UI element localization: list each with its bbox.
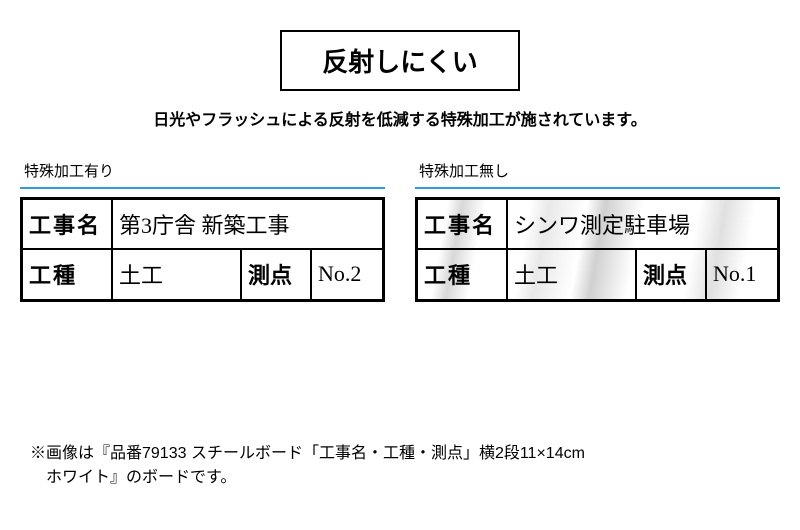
board-right: 工事名 シンワ測定駐車場 工種 土工 測点 No.1 bbox=[415, 197, 780, 302]
table-row: 工事名 第3庁舎 新築工事 bbox=[23, 200, 382, 250]
cell-value: 土工 bbox=[508, 250, 637, 300]
title-box: 反射しにくい bbox=[280, 30, 519, 91]
cell-label: 工種 bbox=[418, 250, 508, 300]
cell-label: 工事名 bbox=[23, 200, 113, 248]
cell-label: 測点 bbox=[242, 250, 312, 300]
comparison-row: 特殊加工有り 工事名 第3庁舎 新築工事 工種 土工 測点 No.2 特殊加工無… bbox=[0, 160, 800, 302]
cell-label: 工種 bbox=[23, 250, 113, 300]
cell-value: No.1 bbox=[707, 250, 777, 300]
compare-left-label: 特殊加工有り bbox=[20, 160, 385, 189]
table-row: 工事名 シンワ測定駐車場 bbox=[418, 200, 777, 250]
compare-right-label: 特殊加工無し bbox=[415, 160, 780, 189]
cell-label: 測点 bbox=[637, 250, 707, 300]
table-row: 工種 土工 測点 No.2 bbox=[23, 250, 382, 300]
subtitle: 日光やフラッシュによる反射を低減する特殊加工が施されています。 bbox=[0, 106, 800, 130]
compare-right: 特殊加工無し 工事名 シンワ測定駐車場 工種 土工 測点 No.1 bbox=[415, 160, 780, 302]
compare-left: 特殊加工有り 工事名 第3庁舎 新築工事 工種 土工 測点 No.2 bbox=[20, 160, 385, 302]
footnote: ※画像は『品番79133 スチールボード「工事名・工種・測点」横2段11×14c… bbox=[30, 442, 770, 490]
footnote-line2: ホワイト』のボードです。 bbox=[30, 466, 770, 490]
cell-label: 工事名 bbox=[418, 200, 508, 248]
cell-value: No.2 bbox=[312, 250, 382, 300]
title-text: 反射しにくい bbox=[322, 47, 477, 77]
cell-value: 第3庁舎 新築工事 bbox=[113, 200, 382, 248]
board-left: 工事名 第3庁舎 新築工事 工種 土工 測点 No.2 bbox=[20, 197, 385, 302]
cell-value: シンワ測定駐車場 bbox=[508, 200, 777, 248]
cell-value: 土工 bbox=[113, 250, 242, 300]
footnote-line1: ※画像は『品番79133 スチールボード「工事名・工種・測点」横2段11×14c… bbox=[30, 442, 770, 466]
table-row: 工種 土工 測点 No.1 bbox=[418, 250, 777, 300]
